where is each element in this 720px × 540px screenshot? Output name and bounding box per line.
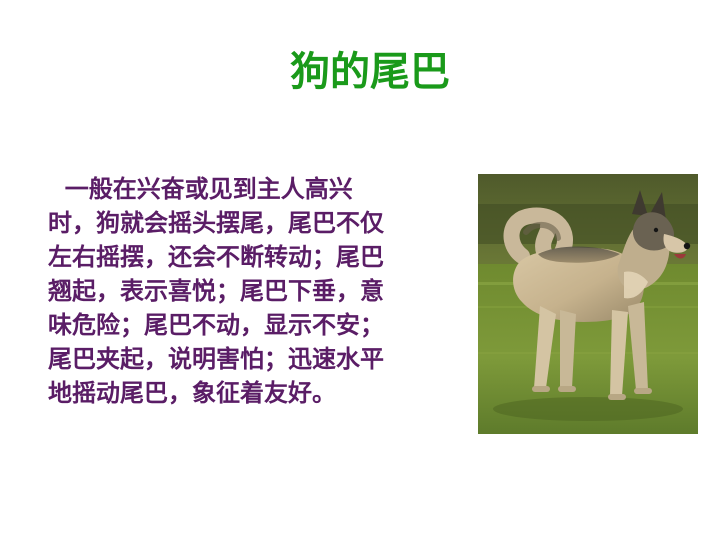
- body-line: 尾巴夹起，说明害怕；迅速水平: [48, 345, 384, 373]
- body-line: 味危险；尾巴不动，显示不安；: [48, 311, 384, 339]
- slide-title: 狗的尾巴: [290, 49, 450, 95]
- body-line: 地摇动尾巴，象征着友好。: [48, 379, 336, 407]
- body-line: 翘起，表示喜悦；尾巴下垂，意: [48, 277, 384, 305]
- body-line: 一般在兴奋或见到主人高兴: [48, 175, 353, 203]
- body-text: 一般在兴奋或见到主人高兴 时，狗就会摇头摆尾，尾巴不仅 左右摇摆，还会不断转动；…: [48, 172, 448, 410]
- body-line: 左右摇摆，还会不断转动；尾巴: [48, 243, 384, 271]
- dog-photo: [478, 174, 698, 434]
- body-line: 时，狗就会摇头摆尾，尾巴不仅: [48, 209, 384, 237]
